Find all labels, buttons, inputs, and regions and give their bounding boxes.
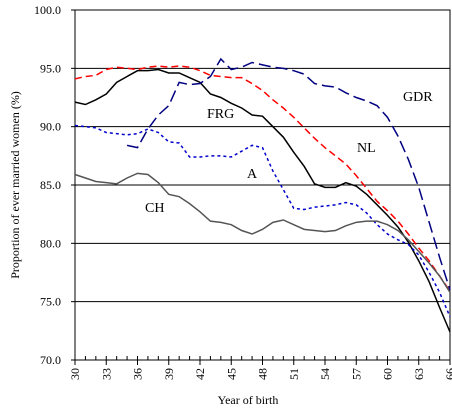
y-tick-label: 90.0 (40, 120, 61, 134)
y-axis-label: Proportion of ever married women (%) (8, 91, 22, 279)
y-tick-label: 85.0 (40, 178, 61, 192)
series-label: CH (145, 201, 164, 216)
y-tick-label: 95.0 (40, 61, 61, 75)
plot-frame (74, 9, 451, 361)
x-tick-label: 39 (162, 368, 176, 380)
x-tick-label: 45 (224, 368, 238, 380)
series-line (74, 65, 451, 292)
y-tick-label: 80.0 (40, 236, 61, 250)
x-tick-label: 51 (287, 368, 301, 380)
x-tick-label: 48 (256, 368, 270, 380)
x-tick-label: 66 (443, 368, 452, 380)
series-label: FRG (207, 107, 234, 122)
series-label: NL (357, 141, 376, 156)
y-tick-label: 75.0 (40, 295, 61, 309)
series-line (74, 124, 451, 318)
y-tick-label: 100.0 (34, 3, 61, 17)
x-tick-label: 63 (412, 368, 426, 380)
x-tick-label: 54 (318, 368, 332, 380)
series-line (74, 172, 451, 293)
x-tick-label: 36 (131, 368, 145, 380)
x-tick-label: 33 (99, 368, 113, 380)
series-line (126, 57, 451, 291)
y-tick-label: 70.0 (40, 353, 61, 367)
x-tick-label: 60 (381, 368, 395, 380)
series-line (74, 68, 451, 333)
x-tick-label: 30 (68, 368, 82, 380)
x-tick-label: 42 (193, 368, 207, 380)
series-label: GDR (403, 90, 433, 105)
series-label: A (247, 167, 258, 182)
x-axis-label: Year of birth (218, 393, 279, 407)
x-tick-label: 57 (349, 368, 363, 380)
